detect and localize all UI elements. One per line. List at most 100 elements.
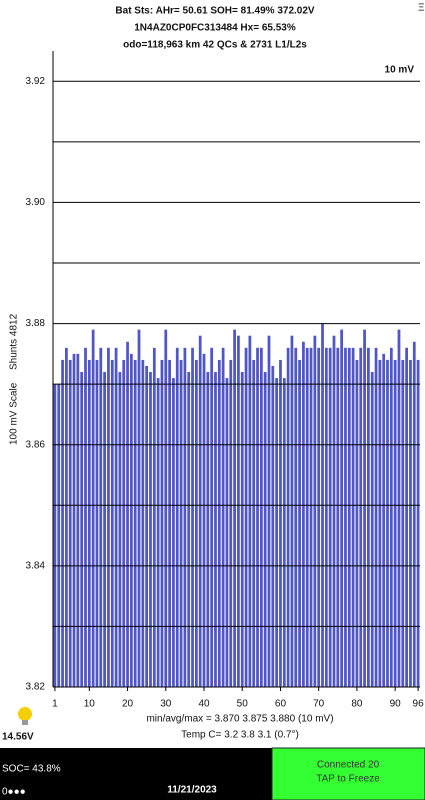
y-tick-label: 3.92: [26, 76, 46, 87]
bar: [302, 341, 305, 687]
bar: [240, 372, 244, 687]
bar: [179, 359, 183, 687]
status: Connected 20: [317, 760, 380, 771]
bar: [141, 359, 145, 687]
bar: [374, 347, 378, 687]
bar: [137, 329, 141, 687]
bar: [160, 359, 164, 687]
bar: [332, 335, 336, 687]
bar: [107, 347, 110, 687]
bar: [267, 335, 271, 687]
bar: [68, 359, 72, 687]
bar: [359, 347, 363, 687]
bar: [233, 329, 236, 687]
bar: [328, 347, 332, 687]
bar: [416, 359, 420, 687]
bar: [168, 359, 171, 687]
bar: [99, 347, 103, 687]
bar: [145, 365, 149, 687]
bar: [389, 347, 393, 687]
bar: [355, 359, 359, 687]
bar: [172, 378, 175, 687]
bar: [149, 372, 152, 687]
bar: [309, 347, 313, 687]
footer-bar: [0, 748, 272, 800]
bar: [202, 353, 206, 687]
x-tick-label: 30: [160, 699, 172, 710]
x-tick-label: 70: [313, 699, 325, 710]
bar: [65, 347, 68, 687]
bar: [344, 347, 347, 687]
freeze-button[interactable]: [271, 747, 425, 800]
x-tick-label: 50: [237, 699, 249, 710]
bar: [95, 359, 99, 687]
bar: [378, 359, 382, 687]
bar: [103, 372, 106, 687]
bar: [405, 347, 408, 687]
bar: [126, 341, 129, 687]
x-tick-label: 90: [390, 699, 402, 710]
bar: [275, 378, 279, 687]
bar: [336, 347, 340, 687]
bar: [386, 359, 389, 687]
bar: [221, 347, 225, 687]
y-tick-label: 3.84: [26, 560, 46, 571]
bar: [263, 372, 267, 687]
y-tick-label: 3.90: [26, 197, 46, 208]
bar: [114, 347, 118, 687]
bar: [313, 335, 317, 687]
bar: [214, 372, 217, 687]
bar: [72, 353, 76, 687]
bar: [198, 335, 202, 687]
bar: [259, 347, 263, 687]
bar: [183, 347, 187, 687]
y-tick-label: 3.88: [26, 318, 46, 329]
bar: [191, 347, 194, 687]
bar: [412, 341, 416, 687]
soc: SOC= 43.8%: [2, 764, 61, 775]
bar: [57, 384, 61, 687]
bar: [80, 372, 84, 687]
bar: [367, 347, 370, 687]
header-line: Bat Sts: AHr= 50.61 SOH= 81.49% 372.02V: [115, 6, 315, 17]
bar: [225, 378, 229, 687]
header-line: 1N4AZ0CP0FC313484 Hx= 65.53%: [134, 23, 296, 34]
bar: [317, 347, 321, 687]
bar: [156, 378, 160, 687]
bar: [229, 359, 233, 687]
menu-icon[interactable]: Ξ: [418, 3, 425, 14]
x-tick-label: 20: [122, 699, 134, 710]
y-tick-label: 3.86: [26, 439, 46, 450]
bar: [76, 353, 80, 687]
bar: [305, 347, 309, 687]
y-axis-label: 100 mV Scale: [9, 382, 20, 445]
bar: [133, 359, 137, 687]
bar: [237, 335, 240, 687]
x-tick-label: 10: [84, 699, 96, 710]
y-axis-label: Shunts 4812: [9, 313, 20, 370]
bar: [351, 347, 355, 687]
stats: min/avg/max = 3.870 3.875 3.880 (10 mV): [146, 714, 333, 725]
dots: 0●●●: [2, 787, 26, 798]
bar: [152, 347, 156, 687]
x-tick-label: 96: [413, 699, 425, 710]
aux-voltage: 14.56V: [2, 732, 34, 743]
bar: [110, 359, 114, 687]
bar: [282, 378, 286, 687]
y-tick-label: 3.82: [26, 682, 46, 693]
x-tick-label: 60: [275, 699, 287, 710]
bar: [279, 359, 282, 687]
bar: [206, 372, 210, 687]
bar: [256, 347, 259, 687]
bar: [122, 359, 126, 687]
bar: [290, 335, 294, 687]
freeze-label: TAP to Freeze: [316, 774, 380, 785]
bar: [324, 347, 328, 687]
bar: [340, 329, 344, 687]
bar: [363, 329, 366, 687]
bar: [401, 359, 405, 687]
bar: [393, 359, 397, 687]
scale-label: 10 mV: [385, 65, 415, 76]
bar: [129, 353, 133, 687]
